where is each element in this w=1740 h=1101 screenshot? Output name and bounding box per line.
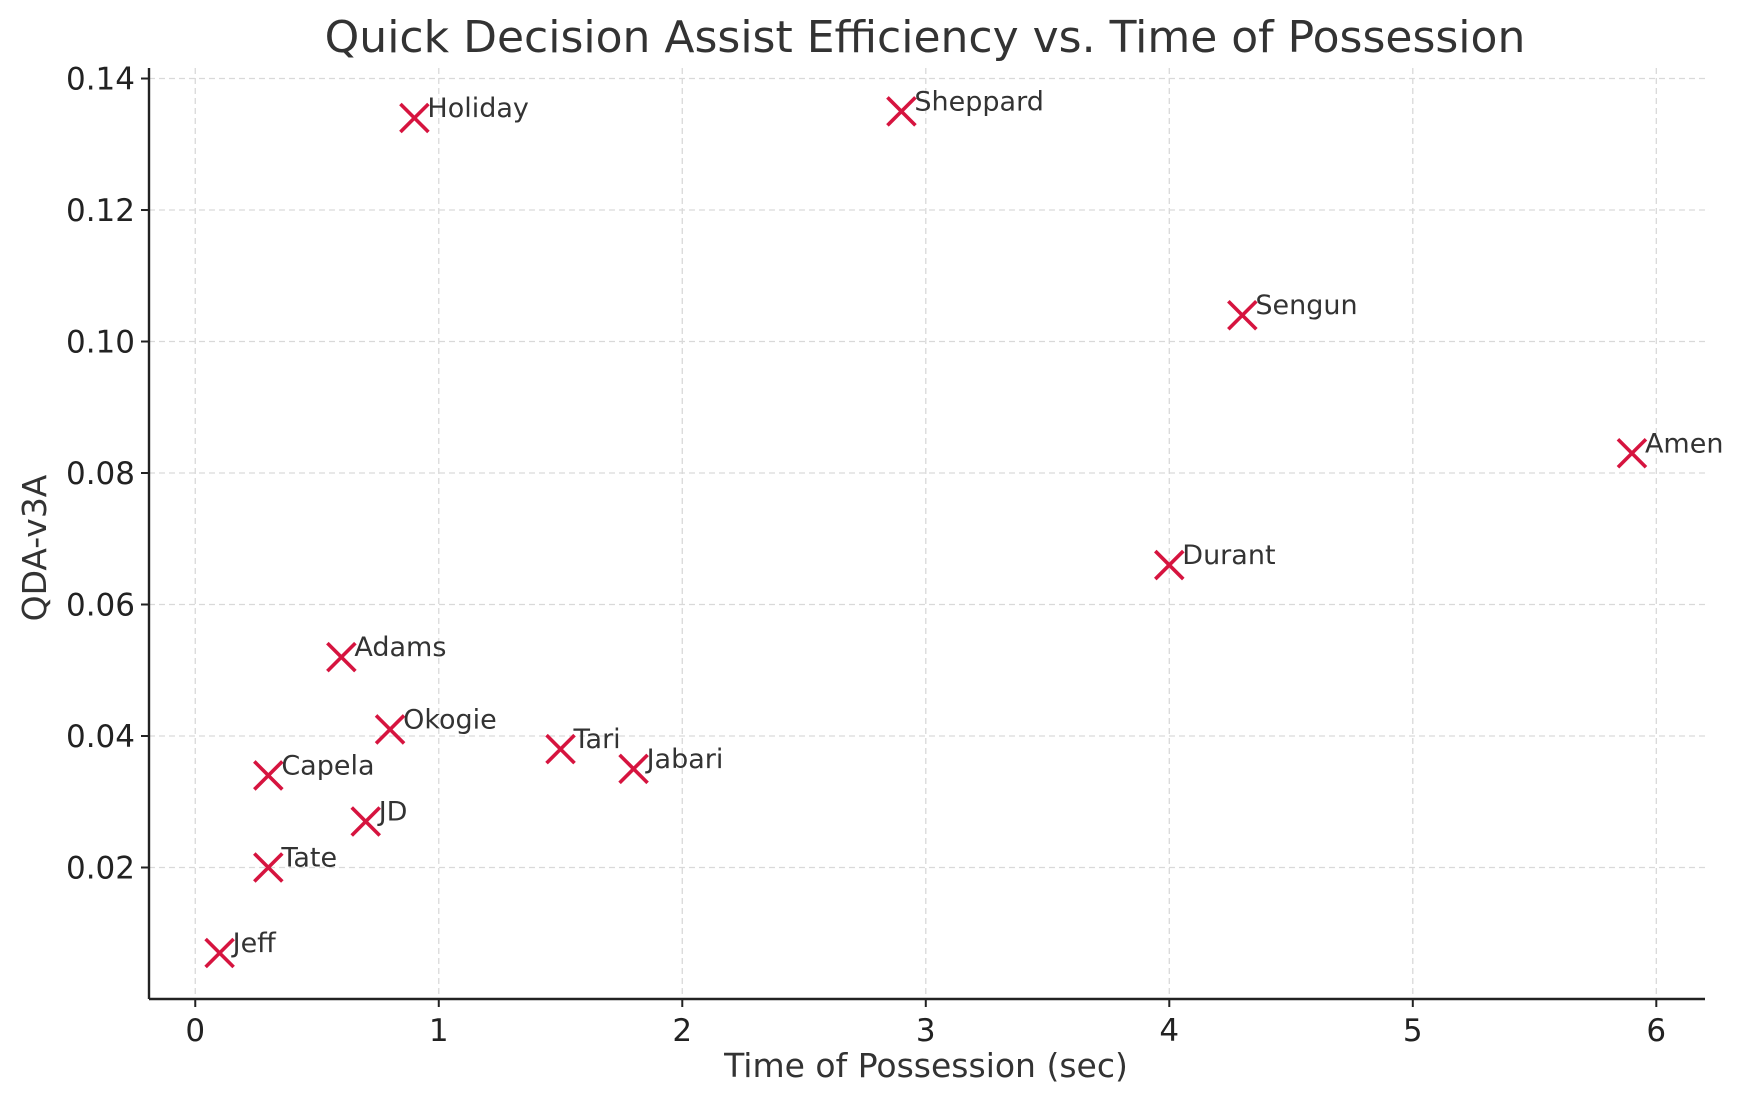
x-tick-label: 4 bbox=[1159, 1013, 1179, 1049]
data-point bbox=[1227, 299, 1258, 331]
y-axis-label: QDA-v3A bbox=[15, 474, 54, 621]
data-point-label: JD bbox=[377, 796, 408, 827]
data-point bbox=[374, 714, 406, 745]
data-point-label: Sheppard bbox=[914, 86, 1043, 117]
data-point bbox=[1616, 438, 1648, 469]
y-tick-label: 0.02 bbox=[66, 851, 135, 887]
x-tick-label: 2 bbox=[672, 1013, 692, 1049]
data-points bbox=[204, 96, 1648, 969]
axes bbox=[141, 68, 1705, 1007]
data-point-label: Sengun bbox=[1255, 290, 1357, 321]
y-tick-label: 0.04 bbox=[66, 719, 135, 755]
tick-labels: 0 1 2 3 4 5 6 0.02 0.04 0.06 0.08 0.10 0.12 0.14 bbox=[66, 62, 1666, 1049]
data-point bbox=[253, 760, 284, 791]
grid-lines bbox=[149, 68, 1705, 999]
data-point-label: Capela bbox=[281, 750, 374, 781]
data-point bbox=[204, 937, 235, 969]
data-point-label: Tari bbox=[573, 724, 621, 755]
data-point bbox=[326, 641, 357, 673]
x-tick-label: 6 bbox=[1646, 1013, 1666, 1049]
data-point-label: Adams bbox=[354, 632, 446, 663]
data-point-label: Holiday bbox=[427, 93, 529, 124]
x-tick-label: 5 bbox=[1403, 1013, 1423, 1049]
data-point-label: Tate bbox=[280, 843, 337, 874]
y-tick-label: 0.08 bbox=[66, 456, 135, 492]
data-point-label: Jabari bbox=[645, 744, 724, 775]
data-point-label: Durant bbox=[1182, 540, 1275, 571]
y-tick-label: 0.06 bbox=[66, 588, 135, 624]
x-tick-label: 1 bbox=[429, 1013, 449, 1049]
x-tick-label: 3 bbox=[916, 1013, 936, 1049]
data-point bbox=[1154, 549, 1185, 581]
y-tick-label: 0.12 bbox=[66, 193, 135, 229]
data-point bbox=[545, 733, 576, 765]
data-point-label: Jeff bbox=[231, 928, 278, 959]
data-point bbox=[886, 96, 917, 127]
data-point-label: Amen bbox=[1645, 428, 1724, 459]
data-point bbox=[618, 753, 649, 785]
data-point-labels: Holiday Sheppard Sengun Amen Durant Adams Okog… bbox=[231, 86, 1724, 959]
data-point bbox=[350, 806, 381, 837]
data-point-label: Okogie bbox=[403, 704, 497, 735]
y-tick-label: 0.10 bbox=[66, 325, 135, 361]
x-tick-label: 0 bbox=[185, 1013, 205, 1049]
chart-title: Quick Decision Assist Efficiency vs. Tim… bbox=[325, 12, 1526, 63]
data-point bbox=[399, 102, 430, 134]
x-axis-label: Time of Possession (sec) bbox=[723, 1046, 1128, 1085]
y-tick-label: 0.14 bbox=[66, 62, 135, 98]
data-point bbox=[253, 852, 284, 883]
